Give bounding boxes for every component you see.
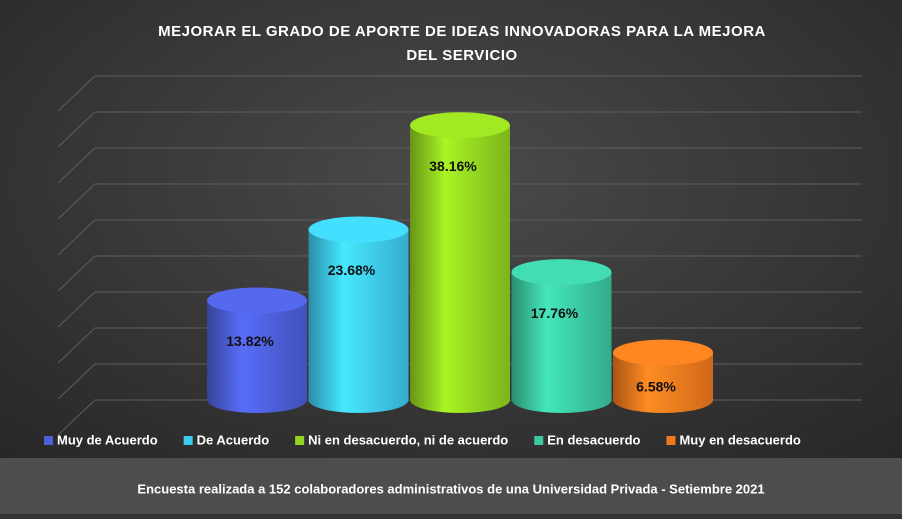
footer-text: Encuesta realizada a 152 colaboradores a…	[137, 481, 764, 496]
grid-line	[57, 75, 862, 112]
cylinder-top	[410, 112, 510, 139]
cylinder-top	[207, 287, 307, 314]
grid-line	[57, 255, 862, 292]
cylinder-top	[308, 216, 409, 243]
cylinder-top	[613, 339, 713, 366]
cylinder-body	[613, 352, 713, 413]
cylinder-body	[511, 272, 612, 413]
chart-title: MEJORAR EL GRADO DE APORTE DE IDEAS INNO…	[158, 23, 766, 64]
grid-line	[57, 147, 862, 184]
data-label: 13.82%	[226, 333, 274, 349]
data-label: 23.68%	[328, 262, 376, 278]
legend-label: Muy de Acuerdo	[57, 432, 158, 447]
legend-label: Muy en desacuerdo	[679, 432, 800, 447]
legend-label: De Acuerdo	[197, 432, 270, 447]
cylinder-body	[410, 125, 510, 414]
legend-swatch	[666, 436, 676, 445]
grid-line	[57, 183, 862, 220]
legend-label: Ni en desacuerdo, ni de acuerdo	[308, 432, 508, 447]
legend-swatch	[183, 436, 193, 445]
legend-swatch	[295, 436, 305, 445]
cylinder-body	[308, 229, 409, 413]
legend-swatch	[534, 436, 544, 445]
data-label: 38.16%	[429, 158, 477, 174]
cylinder-top	[511, 259, 612, 286]
grid-line	[57, 111, 862, 148]
data-label: 17.76%	[531, 305, 579, 321]
grid-line	[57, 219, 862, 256]
footer-band	[0, 458, 902, 514]
data-label: 6.58%	[636, 379, 676, 395]
legend-swatch	[44, 436, 53, 445]
cylinder-body	[207, 300, 307, 413]
legend-label: En desacuerdo	[547, 432, 640, 447]
